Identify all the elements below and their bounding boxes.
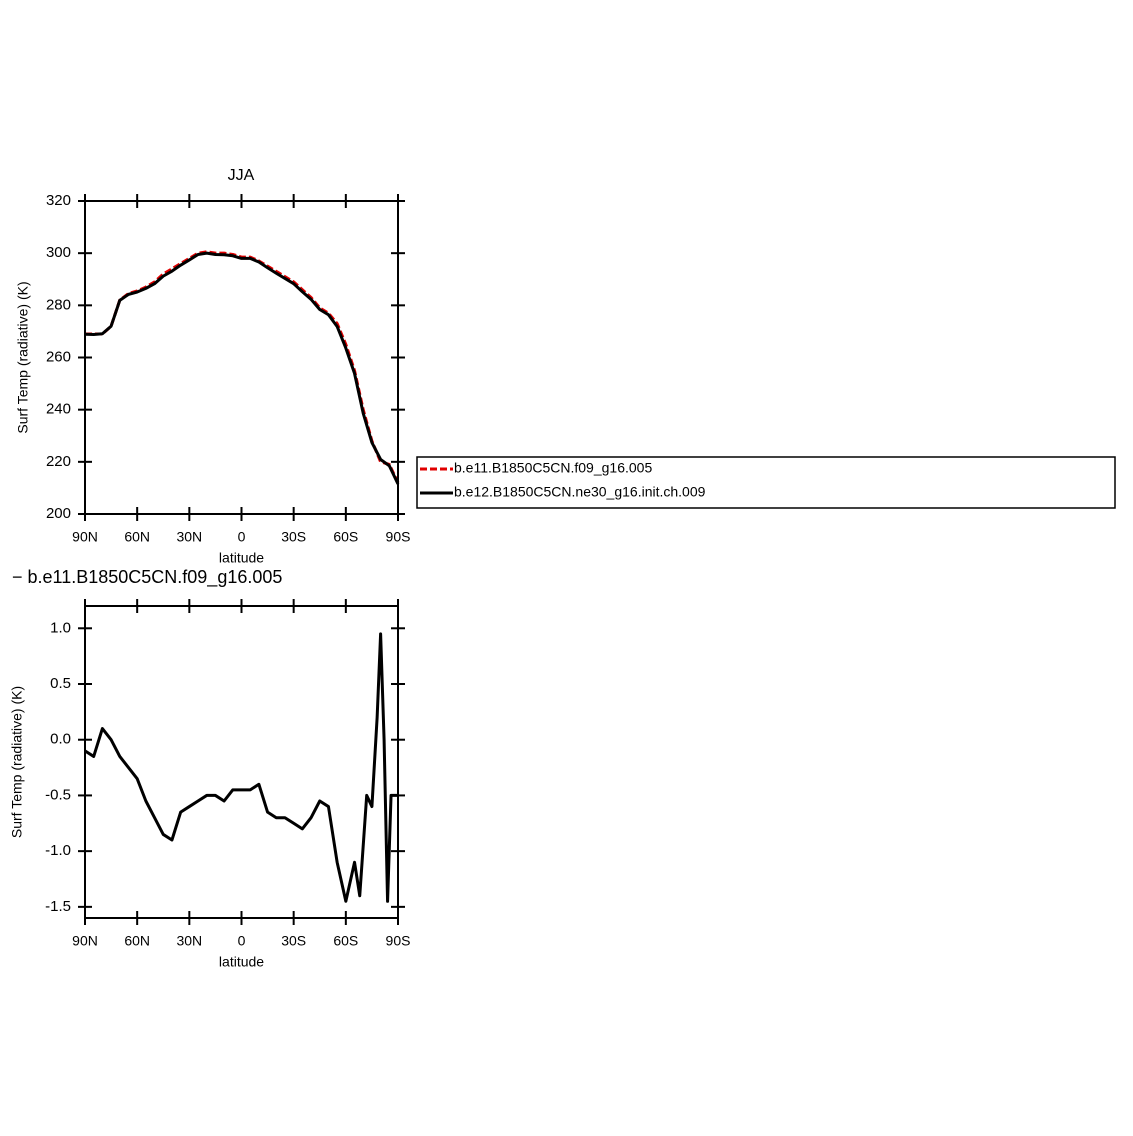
y-tick-label: -1.0 (45, 842, 71, 859)
x-axis-label: latitude (219, 954, 264, 970)
chart-title: − b.e11.B1850C5CN.f09_g16.005 (12, 567, 282, 588)
x-tick-label: 60N (124, 933, 150, 949)
x-tick-label: 90N (72, 933, 98, 949)
x-tick-label: 0 (238, 933, 246, 949)
x-tick-label: 30N (176, 529, 202, 545)
y-tick-label: 220 (46, 453, 71, 470)
data-line (84, 632, 398, 903)
data-line (84, 251, 400, 485)
x-tick-label: 60N (124, 529, 150, 545)
x-tick-label: 90N (72, 529, 98, 545)
plot-frame (84, 200, 399, 515)
y-tick-label: 260 (46, 348, 71, 365)
y-tick-label: 0.5 (50, 675, 71, 692)
y-tick-label: 0.0 (50, 731, 71, 748)
legend-label: b.e12.B1850C5CN.ne30_g16.init.ch.009 (454, 484, 706, 500)
x-tick-label: 90S (386, 933, 411, 949)
x-tick-label: 30S (281, 529, 306, 545)
y-axis-label: Surf Temp (radiative) (K) (15, 281, 31, 433)
plot-frame (84, 605, 399, 919)
legend-box (416, 456, 1116, 509)
x-axis-label: latitude (219, 550, 264, 566)
chart-title: JJA (228, 167, 255, 184)
x-tick-label: 60S (333, 933, 358, 949)
y-tick-label: 1.0 (50, 619, 71, 636)
x-tick-label: 0 (238, 529, 246, 545)
y-tick-label: 240 (46, 401, 71, 418)
x-tick-label: 90S (386, 529, 411, 545)
y-axis-label: Surf Temp (radiative) (K) (9, 686, 25, 838)
y-tick-label: 280 (46, 296, 71, 313)
y-tick-label: 320 (46, 192, 71, 209)
x-tick-label: 30S (281, 933, 306, 949)
y-tick-label: -1.5 (45, 898, 71, 915)
y-tick-label: -0.5 (45, 786, 71, 803)
x-tick-label: 60S (333, 529, 358, 545)
y-tick-label: 300 (46, 244, 71, 261)
legend-label: b.e11.B1850C5CN.f09_g16.005 (454, 460, 652, 476)
x-tick-label: 30N (176, 933, 202, 949)
y-tick-label: 200 (46, 505, 71, 522)
